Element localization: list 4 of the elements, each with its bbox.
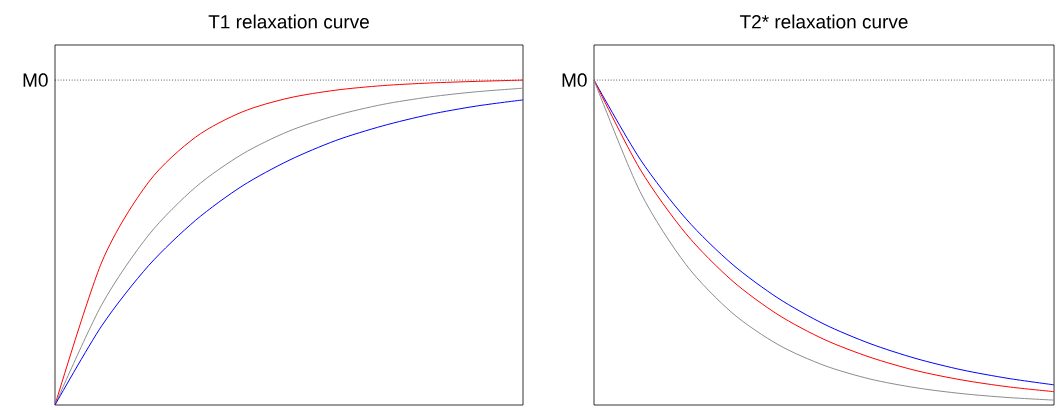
chart-title: T2* relaxation curve <box>739 14 908 29</box>
ref-line-label: M0 <box>562 73 587 87</box>
chart-title: T1 relaxation curve <box>208 14 369 29</box>
ref-line-label: M0 <box>23 73 48 87</box>
